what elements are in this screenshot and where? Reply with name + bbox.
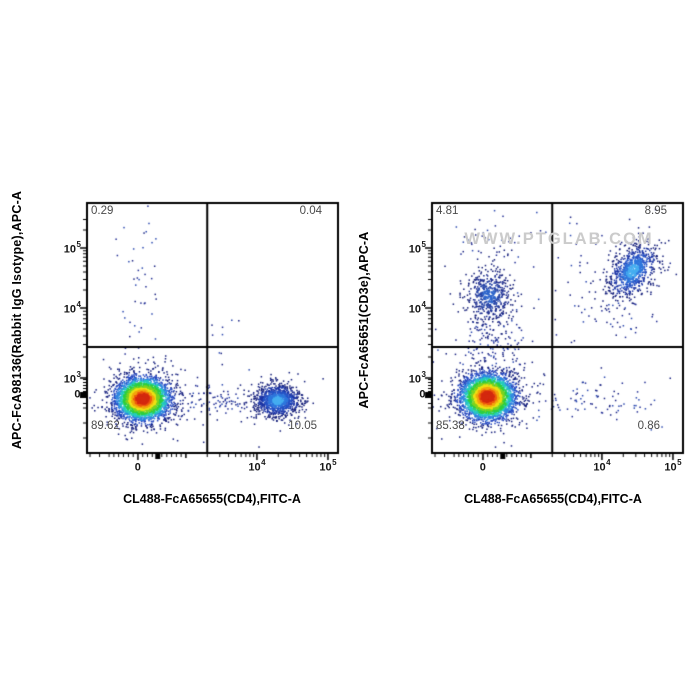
x-axis-title-cd3e: CL488-FcA65655(CD4),FITC-A [464, 492, 642, 506]
x-tick-label: 0 [479, 461, 486, 474]
y-axis-title-cd3e: APC-FcA65651(CD3e),APC-A [357, 231, 371, 409]
quadrant-percent-upper-right: 0.04 [299, 205, 322, 217]
quadrant-percent-upper-right: 8.95 [644, 205, 667, 217]
x-tick-label: 105 [319, 458, 337, 474]
watermark: WWW.PTGLAB.COM [464, 230, 654, 248]
quadrant-percent-upper-left: 0.29 [91, 205, 114, 217]
y-tick-label: 103 [408, 370, 426, 386]
x-tick-label: 105 [664, 458, 682, 474]
y-tick-label: 105 [408, 240, 426, 256]
quadrant-percent-lower-left: 85.38 [436, 420, 465, 432]
quadrant-percent-lower-left: 89.62 [91, 420, 120, 432]
x-tick-label: 104 [248, 458, 266, 474]
x-axis-title-isotype: CL488-FcA65655(CD4),FITC-A [123, 492, 301, 506]
x-tick-label: 0 [134, 461, 141, 474]
quadrant-percent-lower-right: 10.05 [288, 420, 317, 432]
scatter-canvas-isotype [73, 193, 344, 463]
x-tick-label: 104 [593, 458, 611, 474]
quadrant-percent-lower-right: 0.86 [637, 420, 660, 432]
y-tick-label: 0 [74, 388, 81, 401]
y-tick-label: 104 [408, 300, 426, 316]
y-tick-label: 104 [63, 300, 81, 316]
scatter-canvas-cd3e [418, 193, 689, 463]
y-tick-label: 103 [63, 370, 81, 386]
y-tick-label: 105 [63, 240, 81, 256]
y-tick-label: 0 [419, 388, 426, 401]
quadrant-percent-upper-left: 4.81 [436, 205, 459, 217]
y-axis-title-isotype: APC-FcA98136(Rabbit IgG Isotype),APC-A [10, 190, 24, 450]
